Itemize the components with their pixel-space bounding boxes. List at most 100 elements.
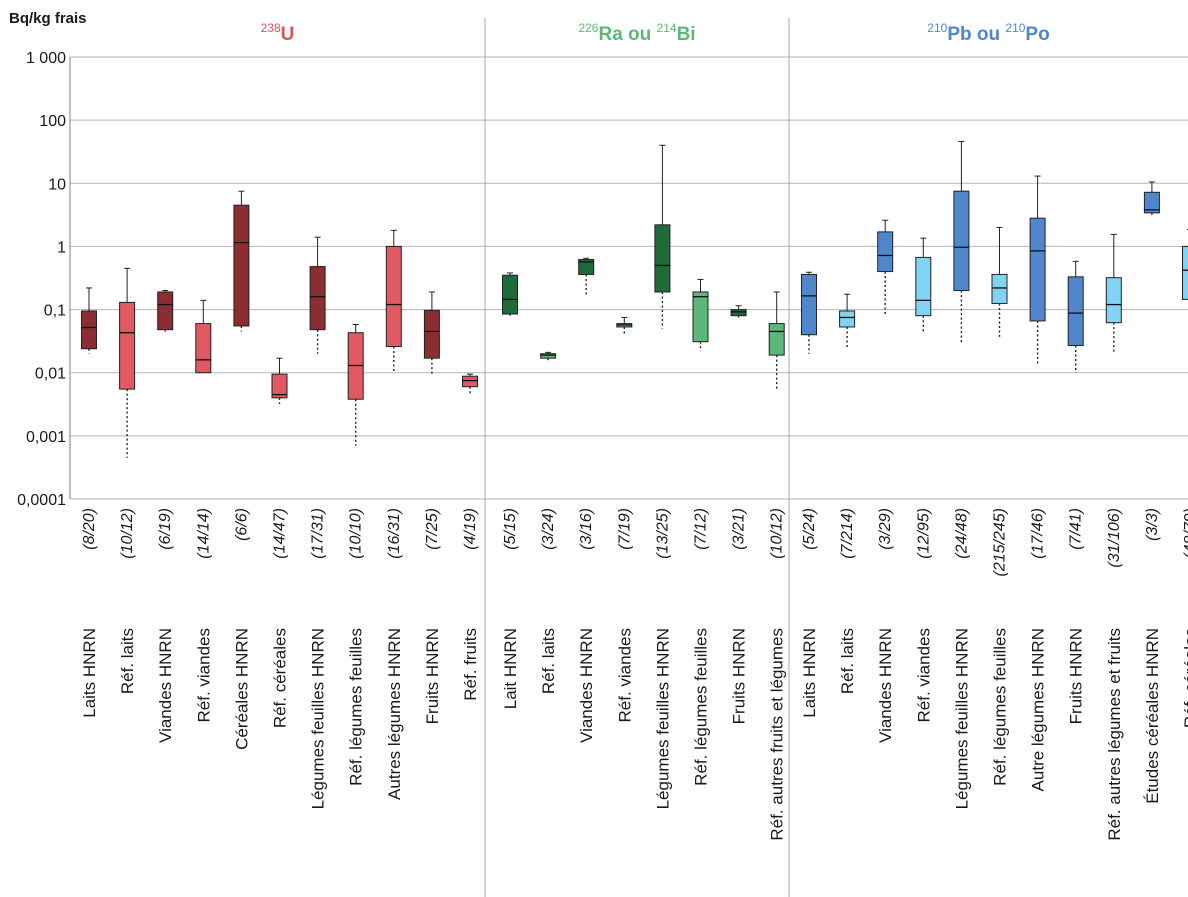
sample-count-label: (4/19) <box>462 508 479 550</box>
category-label: Fruits HNRN <box>730 628 749 724</box>
sample-count-label: (10/12) <box>119 508 136 559</box>
category-label: Viandes HNRN <box>156 628 175 743</box>
box-group <box>233 190 250 332</box>
box-group <box>801 271 817 354</box>
category-label: Légumes feuilles HNRN <box>952 628 971 809</box>
box-group <box>877 219 894 316</box>
box-group <box>692 278 709 352</box>
category-label: Réf. fruits <box>461 628 480 701</box>
sample-count-label: (3/24) <box>540 508 557 550</box>
y-tick-label: 1 000 <box>26 50 66 67</box>
category-label: Réf. légumes feuilles <box>347 628 366 786</box>
panel-title: 210Pb ou 210Po <box>927 21 1049 45</box>
sample-count-label: (12/95) <box>915 508 932 559</box>
sample-count-label: (5/24) <box>801 508 818 550</box>
category-label: Fruits HNRN <box>423 628 442 724</box>
sample-count-label: (8/20) <box>81 508 98 550</box>
y-tick-label: 100 <box>39 113 66 130</box>
sample-count-label: (7/41) <box>1068 508 1085 550</box>
box-group <box>730 305 747 318</box>
box-group <box>309 236 326 354</box>
sample-count-label: (24/48) <box>953 508 970 559</box>
sample-count-label: (7/25) <box>424 508 441 550</box>
category-label: Laits HNRN <box>800 628 819 718</box>
box-group <box>1143 181 1160 216</box>
category-label: Études céréales HNRN <box>1143 628 1162 804</box>
sample-count-label: (10/10) <box>348 508 365 559</box>
category-label: Réf. légumes feuilles <box>692 628 711 786</box>
box <box>81 310 97 350</box>
sample-count-label: (10/12) <box>769 508 786 559</box>
category-label: Réf. céréales <box>1181 628 1188 728</box>
box-group <box>271 357 288 404</box>
sample-count-label: (7/19) <box>616 508 633 550</box>
category-label: Laits HNRN <box>80 628 99 718</box>
box <box>309 266 326 331</box>
category-label: Réf. laits <box>838 628 857 694</box>
sample-count-label: (3/21) <box>731 508 748 550</box>
box-group <box>1029 175 1046 364</box>
sample-count-label: (6/19) <box>157 508 174 550</box>
category-label: Viandes HNRN <box>577 628 596 743</box>
box <box>1143 191 1160 214</box>
box-group <box>462 373 478 395</box>
box <box>991 273 1008 304</box>
box-group <box>119 267 136 458</box>
box <box>1029 217 1046 322</box>
sample-count-label: (3/3) <box>1144 508 1161 541</box>
category-label: Lait HNRN <box>501 628 520 709</box>
box-group <box>81 287 97 354</box>
sample-count-label: (7/214) <box>839 508 856 559</box>
category-label: Légumes feuilles HNRN <box>309 628 328 809</box>
box <box>654 224 671 293</box>
category-label: Réf. laits <box>539 628 558 694</box>
sample-count-label: (7/12) <box>693 508 710 550</box>
sample-count-label: (5/15) <box>502 508 519 550</box>
box-group <box>1182 229 1188 300</box>
box <box>839 310 856 328</box>
box-group <box>1067 260 1084 373</box>
category-label: Réf. viandes <box>914 628 933 723</box>
box <box>953 190 970 292</box>
box-group <box>195 299 212 374</box>
box-group <box>654 144 671 329</box>
box-group <box>616 316 633 335</box>
category-label: Réf. laits <box>118 628 137 694</box>
y-tick-label: 1 <box>57 239 66 256</box>
sample-count-label: (16/31) <box>386 508 403 559</box>
box <box>801 273 817 336</box>
box <box>462 375 478 388</box>
box-group <box>915 237 932 332</box>
box <box>385 245 402 348</box>
category-label: Autre légumes HNRN <box>1029 628 1048 791</box>
box-layer <box>81 140 1188 458</box>
box <box>578 259 595 275</box>
box-group <box>953 140 970 345</box>
sample-count-label: (31/106) <box>1106 508 1123 568</box>
box <box>157 291 174 331</box>
sample-count-label: (3/29) <box>877 508 894 550</box>
box <box>233 204 250 327</box>
category-label: Autres légumes HNRN <box>385 628 404 800</box>
box <box>877 231 894 273</box>
box <box>768 323 785 356</box>
sample-count-label: (13/25) <box>654 508 671 559</box>
sample-count-label: (6/6) <box>233 508 250 541</box>
sample-count-label: (14/14) <box>195 508 212 559</box>
y-tick-label: 10 <box>48 176 66 193</box>
box <box>692 291 709 343</box>
box-group <box>839 293 856 348</box>
box <box>1067 276 1084 346</box>
y-tick-label: 0,0001 <box>17 492 66 509</box>
category-label: Céréales HNRN <box>232 628 251 750</box>
box <box>915 256 932 317</box>
category-label: Réf. viandes <box>615 628 634 723</box>
sample-count-label: (14/47) <box>272 508 289 559</box>
category-label: Viandes HNRN <box>876 628 895 743</box>
sample-count-label: (17/46) <box>1030 508 1047 559</box>
box <box>119 301 136 390</box>
panel-title: 238U <box>261 21 295 45</box>
box-group <box>385 229 402 373</box>
category-labels: (8/20) Laits HNRN (10/12) Réf. laits (6/19) V… <box>80 508 1188 841</box>
y-tick-label: 0,01 <box>35 366 66 383</box>
